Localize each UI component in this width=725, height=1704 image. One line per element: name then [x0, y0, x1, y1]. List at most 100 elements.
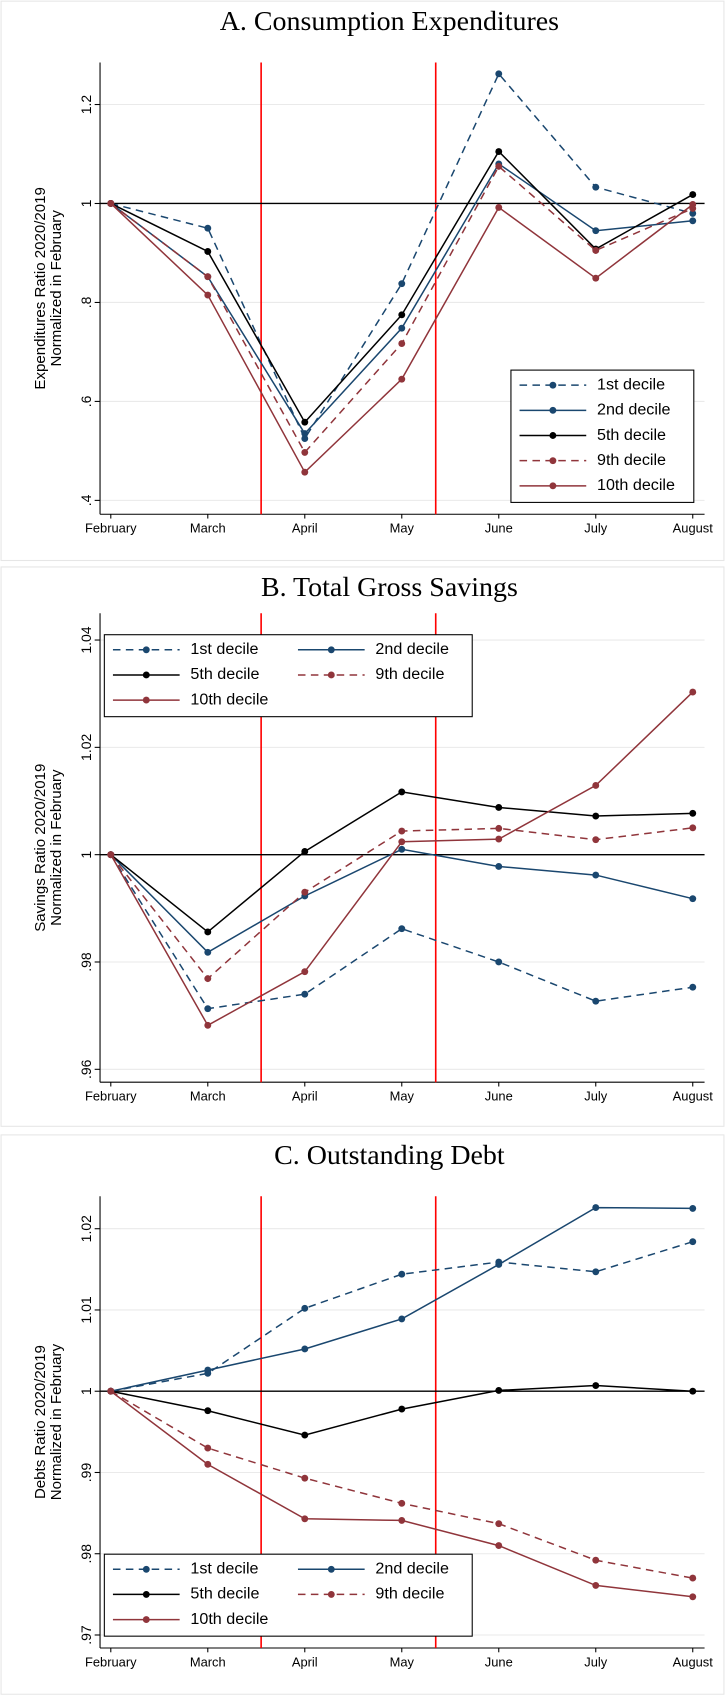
data-point — [689, 809, 697, 817]
x-tick-label: May — [390, 1089, 415, 1104]
data-point — [301, 1515, 309, 1523]
chart-title: A. Consumption Expenditures — [220, 6, 559, 37]
data-point — [301, 888, 309, 896]
data-point — [592, 1581, 600, 1589]
x-tick-label: February — [85, 521, 137, 536]
data-point — [204, 1460, 212, 1468]
data-point — [107, 851, 115, 859]
data-point — [495, 804, 503, 811]
y-tick-label: .98 — [78, 1544, 94, 1564]
x-tick-label: August — [673, 1089, 714, 1104]
data-point — [204, 248, 212, 255]
y-tick-label: 1 — [78, 1387, 94, 1395]
data-point — [204, 1444, 212, 1452]
legend-label: 1st decile — [190, 640, 258, 658]
data-point — [592, 997, 600, 1005]
data-point — [689, 824, 697, 832]
legend-marker — [142, 1616, 150, 1624]
data-point — [689, 1204, 697, 1212]
legend-label: 2nd decile — [375, 640, 449, 658]
data-point — [301, 1345, 309, 1353]
data-point — [301, 430, 309, 438]
data-point — [204, 1005, 212, 1013]
data-point — [107, 1387, 115, 1395]
legend-marker — [549, 482, 557, 490]
x-tick-label: April — [292, 1089, 318, 1104]
data-point — [495, 162, 503, 170]
data-point — [398, 838, 406, 846]
x-tick-label: July — [584, 1089, 607, 1104]
y-tick-label: .6 — [78, 395, 94, 407]
data-point — [301, 468, 309, 476]
legend-marker — [142, 671, 150, 679]
legend-label: 5th decile — [597, 426, 666, 444]
data-point — [204, 975, 212, 983]
x-tick-label: June — [485, 521, 513, 536]
data-point — [592, 247, 600, 254]
x-tick-label: March — [190, 521, 226, 536]
x-tick-label: August — [673, 521, 714, 536]
x-tick-label: August — [673, 1654, 714, 1669]
y-tick-label: .96 — [78, 1059, 94, 1079]
data-point — [398, 280, 406, 288]
data-point — [495, 863, 503, 870]
y-axis-label: Normalized in February — [48, 210, 65, 367]
y-axis-label: Normalized in February — [48, 1343, 65, 1500]
y-tick-label: 1.2 — [78, 95, 94, 115]
data-point — [592, 1268, 600, 1276]
y-tick-label: .97 — [78, 1625, 94, 1645]
data-point — [301, 1474, 309, 1482]
data-point — [398, 925, 406, 933]
y-axis-label: Expenditures Ratio 2020/2019 — [32, 187, 49, 389]
y-axis-label: Normalized in February — [48, 769, 65, 926]
data-point — [689, 1593, 697, 1601]
data-point — [689, 688, 697, 696]
data-point — [592, 274, 600, 282]
data-point — [592, 871, 600, 879]
data-point — [495, 1542, 503, 1550]
legend-marker — [142, 646, 150, 654]
data-point — [301, 968, 309, 976]
y-tick-label: .4 — [78, 494, 94, 506]
x-tick-label: July — [584, 1654, 607, 1669]
legend-box — [103, 1553, 473, 1637]
data-point — [592, 1556, 600, 1564]
data-point — [592, 836, 600, 844]
data-point — [398, 845, 406, 853]
x-tick-label: March — [190, 1654, 226, 1669]
legend-label: 10th decile — [190, 1610, 268, 1628]
data-point — [495, 1386, 503, 1394]
data-point — [398, 340, 406, 347]
x-tick-label: March — [190, 1089, 226, 1104]
data-point — [204, 948, 212, 956]
x-tick-label: July — [584, 521, 607, 536]
data-point — [495, 70, 503, 78]
data-point — [204, 1021, 212, 1029]
data-point — [398, 324, 406, 332]
legend-label: 2nd decile — [375, 1560, 449, 1578]
y-tick-label: 1.02 — [78, 734, 94, 761]
y-tick-label: .8 — [78, 296, 94, 308]
data-point — [398, 311, 406, 319]
chart-title: C. Outstanding Debt — [274, 1140, 505, 1171]
y-tick-label: 1 — [78, 851, 94, 859]
data-point — [398, 1270, 406, 1278]
data-point — [592, 812, 600, 820]
data-point — [301, 435, 309, 442]
data-point — [689, 209, 697, 217]
x-tick-label: June — [485, 1089, 513, 1104]
legend-marker — [549, 457, 557, 465]
data-point — [301, 1304, 309, 1312]
x-tick-label: February — [85, 1654, 137, 1669]
legend-marker — [327, 646, 335, 654]
data-point — [398, 827, 406, 835]
legend-label: 10th decile — [597, 476, 675, 494]
legend-label: 5th decile — [190, 1585, 259, 1603]
data-point — [204, 273, 212, 281]
y-tick-label: 1.02 — [78, 1215, 94, 1242]
data-point — [495, 958, 503, 966]
data-point — [301, 848, 309, 855]
data-point — [689, 1574, 697, 1582]
data-point — [495, 835, 503, 843]
